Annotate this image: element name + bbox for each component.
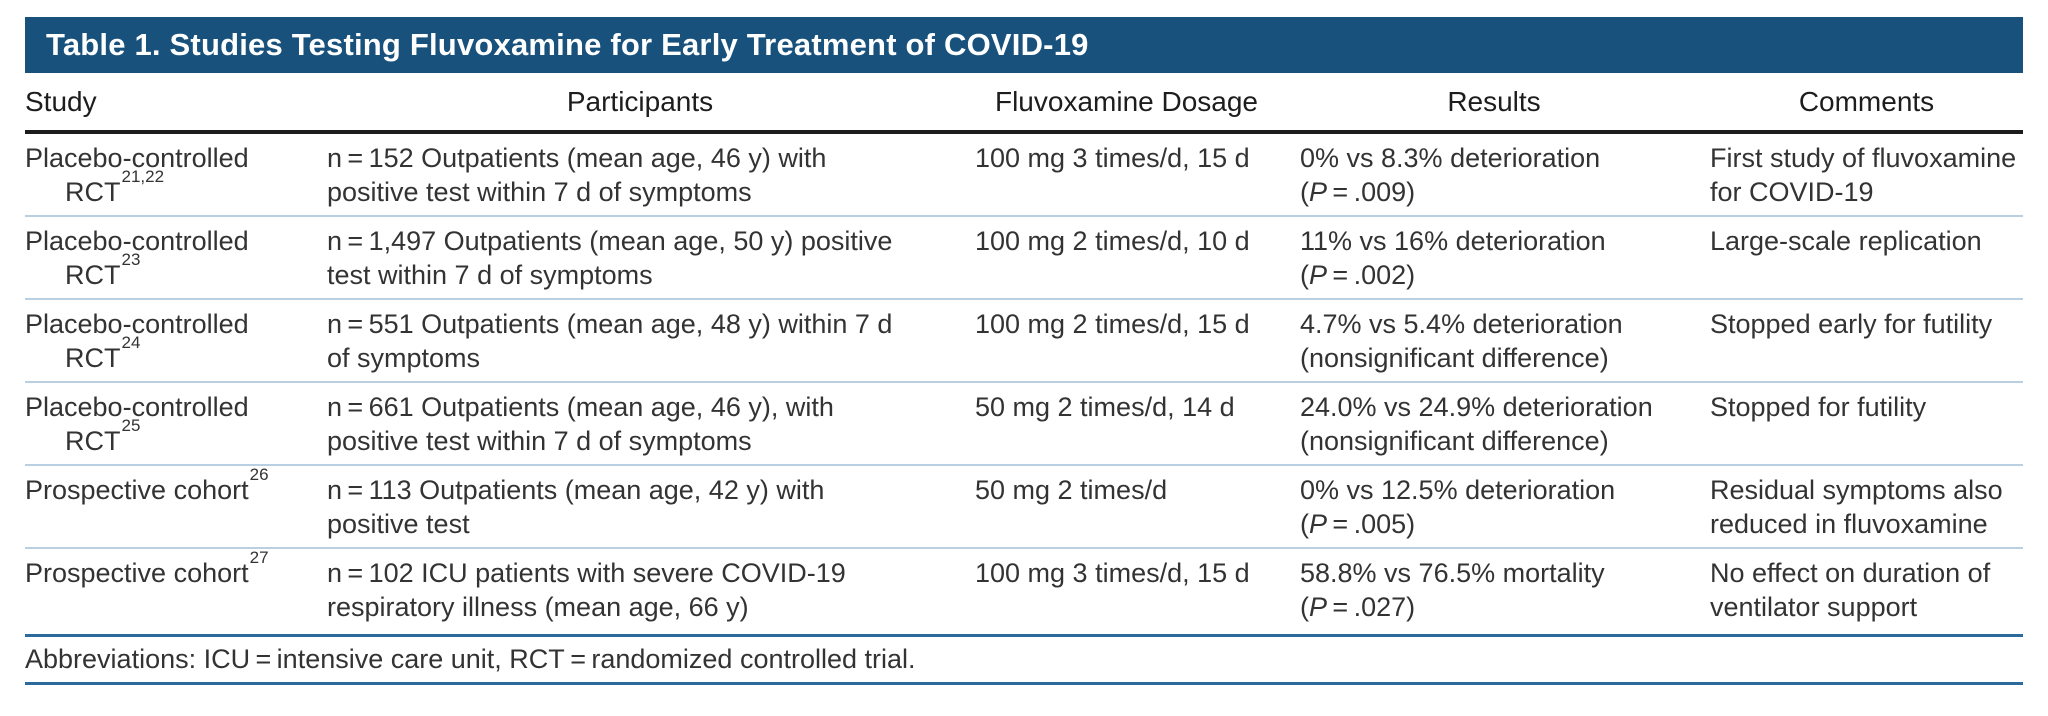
cell-dosage: 100 mg 2 times/d, 15 d [975, 309, 1250, 339]
results-line-1: 11% vs 16% deterioration [1300, 226, 1606, 256]
table-row-3: Placebo-controlled RCT24 n = 551 Outpati… [25, 300, 2023, 383]
results-line-2: (nonsignificant difference) [1300, 343, 1609, 373]
cell-participants: n = 113 Outpatients (mean age, 42 y) wit… [327, 473, 975, 541]
results-line-2: (nonsignificant difference) [1300, 426, 1609, 456]
table-row-1: Placebo-controlled RCT21,22 n = 152 Outp… [25, 134, 2023, 217]
table-row-2: Placebo-controlled RCT23 n = 1,497 Outpa… [25, 217, 2023, 300]
column-header-comments: Comments [1798, 85, 1935, 117]
cell-results: 58.8% vs 76.5% mortality (P = .027) [1300, 556, 1710, 628]
study-type: RCT [65, 177, 121, 207]
reference-superscript: 25 [121, 416, 141, 435]
study-type-line: RCT25 [65, 417, 305, 458]
table-footnote: Abbreviations: ICU = intensive care unit… [25, 637, 2023, 685]
reference-superscript: 26 [249, 465, 269, 484]
results-line-2: (P = .005) [1300, 509, 1416, 539]
cell-results: 0% vs 8.3% deterioration (P = .009) [1300, 141, 1710, 209]
results-line-1: 4.7% vs 5.4% deterioration [1300, 309, 1623, 339]
study-name: Placebo-controlled [25, 392, 249, 422]
p-value-variable: P [1309, 592, 1328, 622]
reference-superscript: 27 [249, 548, 269, 567]
cell-study: Placebo-controlled RCT24 [25, 307, 327, 375]
table-header-row: Study Participants Fluvoxamine Dosage Re… [25, 73, 2023, 134]
cell-participants: n = 152 Outpatients (mean age, 46 y) wit… [327, 141, 975, 209]
table-title-bar: Table 1. Studies Testing Fluvoxamine for… [25, 17, 2023, 73]
results-line-1: 0% vs 8.3% deterioration [1300, 143, 1601, 173]
study-type: RCT [65, 426, 121, 456]
cell-comments: Stopped for futility [1710, 392, 1927, 422]
cell-results: 11% vs 16% deterioration (P = .002) [1300, 224, 1710, 292]
table-row-6: Prospective cohort27 n = 102 ICU patient… [25, 549, 2023, 637]
results-line-2: (P = .002) [1300, 260, 1416, 290]
cell-results: 24.0% vs 24.9% deterioration (nonsignifi… [1300, 390, 1710, 458]
participants-text: n = 102 ICU patients with severe COVID-1… [327, 558, 846, 622]
cell-comments: No effect on duration of ventilator supp… [1710, 558, 1991, 622]
column-header-participants: Participants [566, 85, 714, 117]
p-value-variable: P [1309, 509, 1328, 539]
reference-superscript: 24 [121, 333, 141, 352]
cell-dosage: 100 mg 3 times/d, 15 d [975, 558, 1250, 588]
study-type-line: RCT23 [65, 251, 305, 292]
table-1: Table 1. Studies Testing Fluvoxamine for… [25, 17, 2023, 685]
cell-study: Prospective cohort26 [25, 465, 327, 541]
table-row-4: Placebo-controlled RCT25 n = 661 Outpati… [25, 383, 2023, 466]
participants-text: n = 152 Outpatients (mean age, 46 y) wit… [327, 143, 827, 207]
cell-comments: Stopped early for futility [1710, 309, 1993, 339]
participants-text: n = 113 Outpatients (mean age, 42 y) wit… [327, 475, 825, 539]
participants-text: n = 661 Outpatients (mean age, 46 y), wi… [327, 392, 834, 456]
study-type: RCT [65, 343, 121, 373]
cell-dosage: 100 mg 2 times/d, 10 d [975, 226, 1250, 256]
study-name: Placebo-controlled [25, 226, 249, 256]
cell-participants: n = 1,497 Outpatients (mean age, 50 y) p… [327, 224, 975, 292]
cell-comments: First study of fluvoxamine for COVID-19 [1710, 143, 2017, 207]
cell-study: Placebo-controlled RCT25 [25, 390, 327, 458]
table-row-5: Prospective cohort26 n = 113 Outpatients… [25, 466, 2023, 549]
p-value-variable: P [1309, 260, 1328, 290]
cell-study: Placebo-controlled RCT21,22 [25, 141, 327, 209]
results-line-1: 0% vs 12.5% deterioration [1300, 475, 1616, 505]
cell-dosage: 50 mg 2 times/d, 14 d [975, 392, 1235, 422]
study-name: Placebo-controlled [25, 309, 249, 339]
reference-superscript: 21,22 [121, 167, 165, 186]
results-line-2: (P = .027) [1300, 592, 1416, 622]
study-type-line: RCT21,22 [65, 168, 305, 209]
cell-dosage: 50 mg 2 times/d [975, 475, 1168, 505]
column-header-results: Results [1447, 85, 1541, 117]
cell-study: Prospective cohort27 [25, 548, 327, 628]
cell-results: 0% vs 12.5% deterioration (P = .005) [1300, 473, 1710, 541]
footnote-text: Abbreviations: ICU = intensive care unit… [25, 644, 916, 674]
participants-text: n = 551 Outpatients (mean age, 48 y) wit… [327, 309, 893, 373]
cell-dosage: 100 mg 3 times/d, 15 d [975, 143, 1250, 173]
p-value-variable: P [1309, 177, 1328, 207]
participants-text: n = 1,497 Outpatients (mean age, 50 y) p… [327, 226, 893, 290]
study-name: Prospective cohort26 [25, 465, 269, 505]
study-name: Prospective cohort27 [25, 548, 269, 588]
results-line-1: 58.8% vs 76.5% mortality [1300, 558, 1605, 588]
results-line-2: (P = .009) [1300, 177, 1416, 207]
reference-superscript: 23 [121, 250, 141, 269]
study-name: Placebo-controlled [25, 143, 249, 173]
study-type-line: RCT24 [65, 334, 305, 375]
table-title: Table 1. Studies Testing Fluvoxamine for… [46, 27, 1089, 62]
column-header-study: Study [25, 85, 97, 117]
column-header-dosage: Fluvoxamine Dosage [994, 85, 1259, 117]
cell-participants: n = 551 Outpatients (mean age, 48 y) wit… [327, 307, 975, 375]
cell-results: 4.7% vs 5.4% deterioration (nonsignifica… [1300, 307, 1710, 375]
cell-participants: n = 102 ICU patients with severe COVID-1… [327, 556, 975, 628]
cell-comments: Large-scale replication [1710, 226, 1982, 256]
cell-study: Placebo-controlled RCT23 [25, 224, 327, 292]
study-type: RCT [65, 260, 121, 290]
results-line-1: 24.0% vs 24.9% deterioration [1300, 392, 1653, 422]
cell-comments: Residual symptoms also reduced in fluvox… [1710, 475, 2003, 539]
cell-participants: n = 661 Outpatients (mean age, 46 y), wi… [327, 390, 975, 458]
